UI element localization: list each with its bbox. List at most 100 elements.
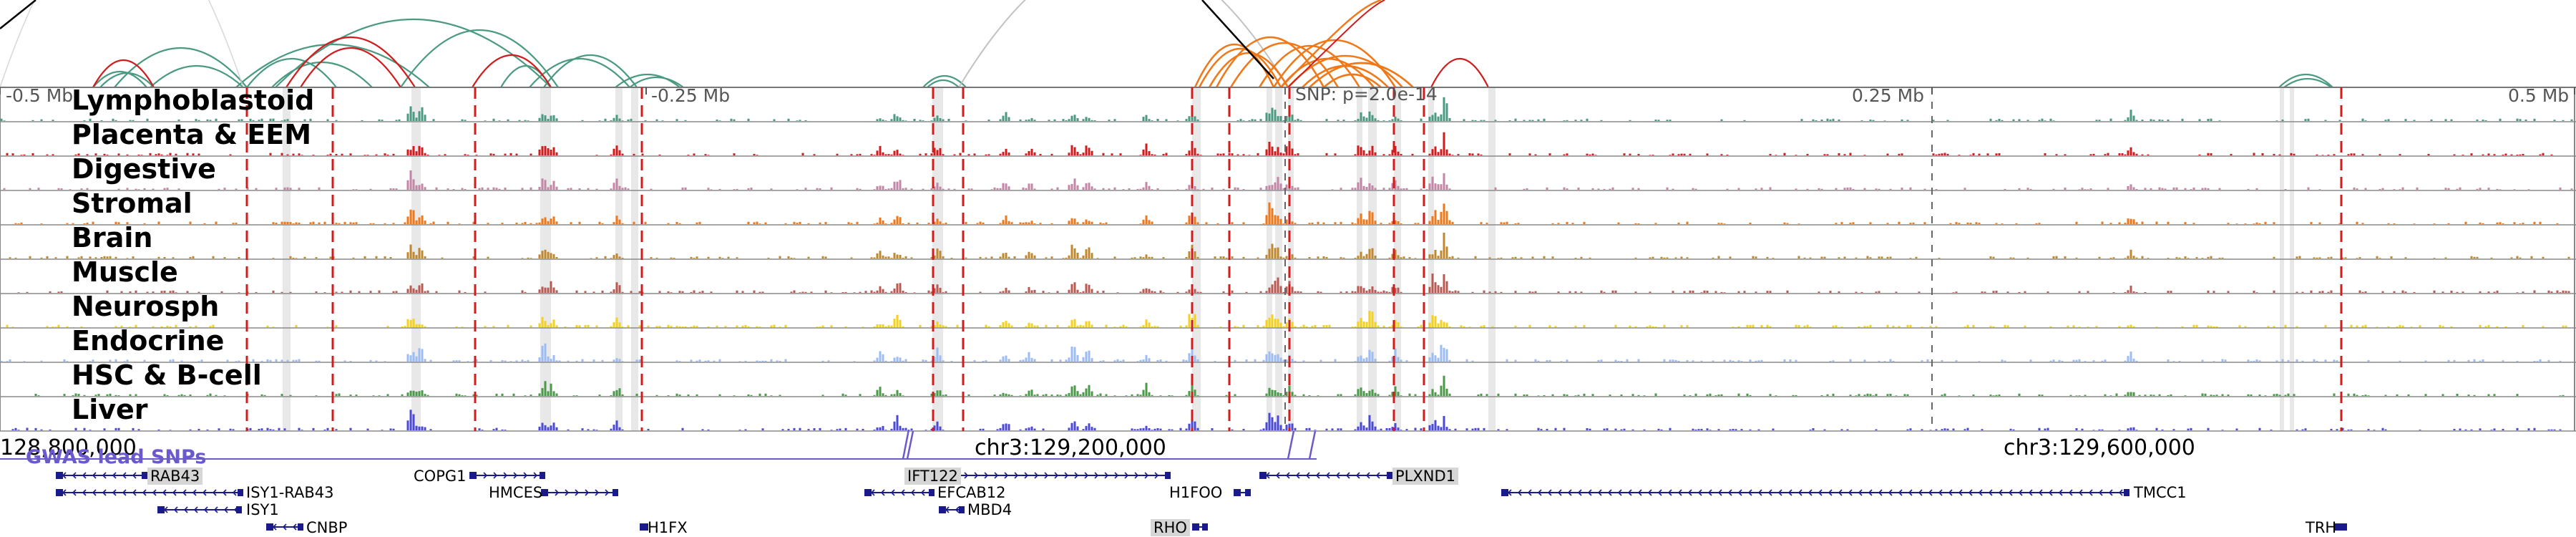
gene-exon xyxy=(266,523,273,531)
gene-exon xyxy=(157,506,165,513)
gene-label-plxnd1: PLXND1 xyxy=(1392,468,1458,485)
track-label-liver: Liver xyxy=(72,394,148,425)
gwas-lead-snp xyxy=(906,430,914,460)
gene-label-ift122: IFT122 xyxy=(904,468,961,485)
interaction-arc-black xyxy=(1201,0,1274,79)
track-label-endocrine: Endocrine xyxy=(72,325,225,357)
signal-track xyxy=(14,202,2559,224)
gene-label-trh: TRH xyxy=(2306,519,2337,536)
coordinate-right: chr3:129,600,000 xyxy=(2004,435,2195,460)
gene-exon xyxy=(1234,489,1241,496)
interaction-arc-green xyxy=(92,71,147,88)
gene-exon xyxy=(1202,523,1208,531)
gene-exon xyxy=(864,489,872,496)
interaction-arc-red xyxy=(300,47,401,88)
interaction-arc-orange xyxy=(1323,73,1382,88)
interaction-arc-green xyxy=(114,47,248,88)
gene-exon xyxy=(1501,489,1508,496)
gwas-lead-snp xyxy=(1287,430,1295,460)
interaction-arc-orange xyxy=(1309,62,1414,88)
gene-label-isy1: ISY1 xyxy=(246,501,279,518)
ruler-label-mid-left: -0.25 Mb xyxy=(651,85,731,106)
track-label-lymphoblastoid: Lymphoblastoid xyxy=(72,84,315,116)
interaction-arc-gray xyxy=(958,0,1289,88)
interaction-arc-red xyxy=(1430,58,1489,88)
interaction-arc-red xyxy=(472,54,552,88)
track-label-brain: Brain xyxy=(72,222,153,253)
gene-exon xyxy=(640,523,645,531)
signal-track xyxy=(0,343,2562,362)
ruler-label-mid-right: 0.25 Mb xyxy=(1852,85,1925,106)
gene-label-rho: RHO xyxy=(1151,519,1190,536)
interaction-arc-green xyxy=(400,29,559,88)
interaction-arc-red xyxy=(92,59,155,88)
signal-track xyxy=(11,410,2562,430)
interaction-arc-orange xyxy=(1208,52,1289,88)
gene-exon xyxy=(2341,523,2347,531)
gene-exon xyxy=(236,506,242,513)
gene-label-tmcc1: TMCC1 xyxy=(2134,484,2187,501)
gene-label-h1foo: H1FOO xyxy=(1169,484,1223,501)
gene-exon xyxy=(142,472,147,479)
interaction-arcs xyxy=(0,0,2333,88)
interaction-arc-green xyxy=(2278,73,2333,88)
gwas-lead-snp xyxy=(902,429,910,460)
interaction-arc-green xyxy=(150,65,244,88)
signal-track xyxy=(34,375,2565,396)
interaction-arc-black xyxy=(0,0,36,29)
gene-exon xyxy=(469,472,477,479)
snp-markers xyxy=(245,87,2343,431)
gwas-lead-snp xyxy=(1308,430,1317,460)
signal-track xyxy=(17,274,2570,293)
interaction-arc-orange xyxy=(1229,42,1340,88)
signal-track xyxy=(3,170,2573,190)
interaction-arc-green xyxy=(275,19,552,88)
gene-exon xyxy=(929,489,935,496)
gene-label-isy1-rab43: ISY1-RAB43 xyxy=(246,484,334,501)
interaction-arc-red xyxy=(1287,0,1385,88)
gene-label-h1fx: H1FX xyxy=(648,519,688,536)
interaction-arc-green xyxy=(235,44,430,88)
gene-exon xyxy=(2124,489,2129,496)
gene-exon xyxy=(959,506,965,513)
coordinate-left: 128,800,000 xyxy=(0,435,137,460)
gene-exon xyxy=(1259,472,1267,479)
interaction-arc-green xyxy=(529,57,630,88)
interaction-arc-orange xyxy=(1280,0,1382,88)
signal-track xyxy=(0,97,2573,121)
track-label-stromal: Stromal xyxy=(72,188,192,219)
signal-tracks xyxy=(0,97,2573,430)
gene-exon xyxy=(1245,489,1251,496)
gene-label-efcab12: EFCAB12 xyxy=(937,484,1006,501)
gwas-track xyxy=(0,429,1317,460)
track-label-muscle: Muscle xyxy=(72,256,178,288)
gene-exon xyxy=(238,489,243,496)
track-label-placenta: Placenta & EEM xyxy=(72,119,312,150)
interaction-arc-green xyxy=(246,57,337,88)
interaction-arc-green xyxy=(2283,78,2332,88)
gene-exon xyxy=(1387,472,1392,479)
interaction-arc-green xyxy=(922,75,967,88)
gene-exon xyxy=(613,489,618,496)
track-label-digestive: Digestive xyxy=(72,153,216,185)
track-baselines xyxy=(0,87,2576,432)
gene-exon xyxy=(540,472,545,479)
interaction-arc-green xyxy=(629,76,684,88)
track-label-hsc: HSC & B-cell xyxy=(72,359,262,391)
ruler-axis xyxy=(0,87,2575,95)
gene-exon xyxy=(939,506,946,513)
gene-exon xyxy=(541,489,548,496)
interaction-arc-red xyxy=(286,37,416,88)
interaction-arc-orange xyxy=(1258,44,1361,88)
gene-exon xyxy=(56,489,63,496)
gene-exon xyxy=(2334,523,2341,531)
interaction-arc-green xyxy=(271,61,373,88)
interaction-arc-green xyxy=(927,79,960,88)
gene-exon xyxy=(1165,472,1171,479)
gene-track xyxy=(56,472,2347,531)
interaction-arc-green xyxy=(543,54,638,88)
gene-label-copg1: COPG1 xyxy=(414,468,467,485)
gene-label-rab43: RAB43 xyxy=(147,468,203,485)
